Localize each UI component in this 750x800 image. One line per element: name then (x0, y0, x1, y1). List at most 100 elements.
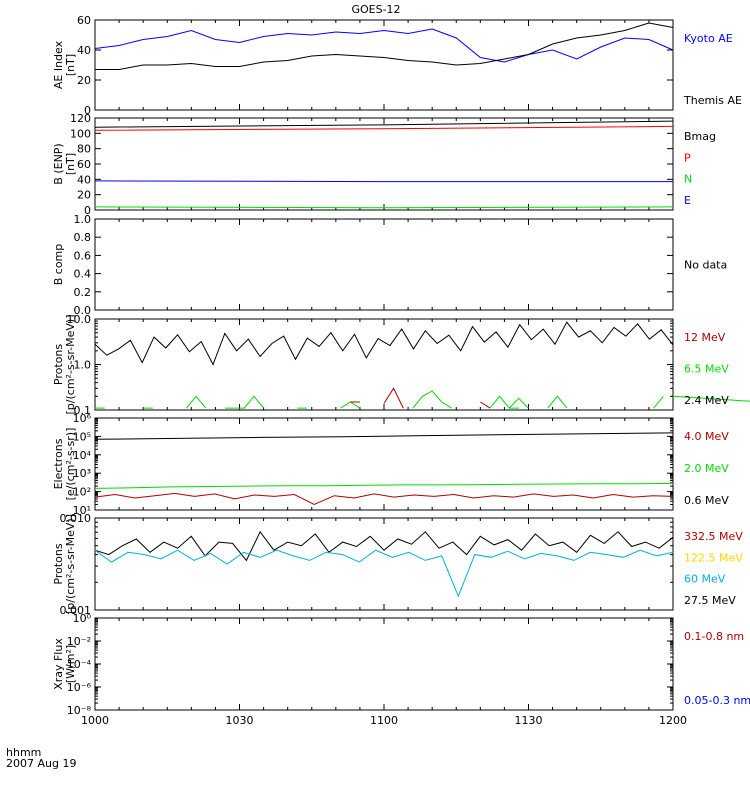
ylabel-xray: Xray Flux (52, 638, 65, 690)
ytick-label-ae: 0 (84, 104, 91, 117)
ylabel-ae: AE Index (52, 40, 65, 89)
yunit-protons_high: [p/(cm²-s-sr-MeV)] (64, 514, 77, 614)
legend-bfield-3: E (684, 194, 691, 207)
series-bfield-2 (94, 206, 674, 209)
legend-ae-0: Kyoto AE (684, 32, 733, 45)
series-protons_low-1 (653, 395, 664, 409)
ytick-label-bfield: 20 (77, 189, 91, 202)
panel-frame-ae (94, 19, 674, 111)
ytick-label-xray: 10⁻⁴ (67, 658, 92, 671)
ytick-label-protons_low: 0.1 (74, 404, 92, 417)
series-bfield-3 (94, 180, 673, 183)
ytick-label-bfield: 120 (70, 112, 91, 125)
ytick-label-bfield: 60 (77, 158, 91, 171)
ytick-label-electrons: 10⁵ (73, 430, 91, 443)
legend-electrons-2: 0.6 MeV (684, 494, 729, 507)
legend-xray-1: 0.05-0.3 nm (684, 694, 750, 707)
series-protons_low-1 (412, 390, 452, 409)
series-electrons-2 (94, 492, 674, 506)
legend-protons_low-2: 2.4 MeV (684, 394, 729, 407)
series-protons_high-1 (94, 549, 674, 598)
ytick-label-bcomp: 0.2 (74, 286, 92, 299)
series-protons_low-1 (340, 401, 361, 409)
ytick-label-bcomp: 0.0 (74, 304, 92, 317)
ytick-label-bcomp: 0.4 (74, 268, 92, 281)
series-protons_low-1 (186, 395, 207, 409)
ytick-label-bfield: 100 (70, 127, 91, 140)
legend-bfield-0: Bmag (684, 130, 716, 143)
date-label: 2007 Aug 19 (6, 757, 76, 770)
ytick-label-electrons: 10⁶ (73, 412, 92, 425)
panel-frame-protons_high (94, 517, 674, 611)
legend-bcomp-0: No data (684, 259, 727, 272)
panel-frame-electrons (94, 417, 674, 511)
panel-frame-xray (94, 617, 674, 711)
ytick-label-xray: 10⁻⁸ (67, 704, 92, 717)
ytick-label-xray: 10⁻² (67, 635, 91, 648)
ytick-label-bfield: 40 (77, 173, 91, 186)
series-protons_low-1 (225, 395, 264, 409)
series-protons_low-2 (383, 387, 404, 409)
yunit-bfield: [nT] (64, 153, 77, 175)
ytick-label-bfield: 0 (84, 204, 91, 217)
series-protons_low-2 (480, 401, 491, 409)
legend-ae-1: Themis AE (683, 94, 742, 107)
series-protons_low-0 (94, 321, 674, 366)
yunit-ae: [nT] (64, 54, 77, 76)
yunit-protons_low: [p/(cm²-s-sr-MeV)] (64, 315, 77, 415)
series-electrons-1 (94, 482, 674, 489)
ytick-label-bcomp: 0.6 (74, 249, 92, 262)
legend-xray-0: 0.1-0.8 nm (684, 630, 744, 643)
ytick-label-xray: 10⁰ (73, 612, 92, 625)
series-protons_low-1 (672, 395, 750, 402)
legend-protons_low-1: 6.5 MeV (684, 363, 729, 376)
series-bfield-0 (94, 120, 674, 128)
legend-bfield-1: P (684, 151, 691, 164)
yunit-electrons: [e/(cm²-s-sr)] (64, 428, 77, 501)
series-protons_low-1 (489, 395, 529, 409)
ylabel-protons_low: Protons (52, 344, 65, 385)
ytick-label-protons_low: 10.0 (67, 313, 92, 326)
xtick-label: 1100 (370, 714, 398, 727)
ytick-label-electrons: 10³ (73, 467, 91, 480)
ytick-label-electrons: 10⁴ (73, 449, 92, 462)
ytick-label-bfield: 80 (77, 143, 91, 156)
panel-frame-bfield (94, 117, 674, 211)
plot-title: GOES-12 (351, 3, 400, 16)
legend-protons_low-0: 12 MeV (684, 331, 726, 344)
time-unit-label: hhmm (6, 746, 41, 759)
ytick-label-bcomp: 0.8 (74, 231, 92, 244)
xtick-label: 1130 (515, 714, 543, 727)
yunit-xray: [W/m²] (64, 645, 77, 683)
xtick-label: 1030 (226, 714, 254, 727)
legend-protons_high-3: 27.5 MeV (684, 594, 736, 607)
legend-bfield-2: N (684, 173, 692, 186)
ytick-label-protons_high: 0.001 (60, 604, 92, 617)
ytick-label-ae: 60 (77, 14, 91, 27)
xtick-label: 1200 (659, 714, 687, 727)
ytick-label-ae: 20 (77, 74, 91, 87)
ytick-label-protons_high: 0.010 (60, 512, 92, 525)
ylabel-protons_high: Protons (52, 543, 65, 584)
legend-protons_high-0: 332.5 MeV (684, 530, 743, 543)
ylabel-electrons: Electrons (52, 438, 65, 489)
ytick-label-ae: 40 (77, 44, 91, 57)
ytick-label-electrons: 10¹ (73, 504, 91, 517)
ytick-label-bcomp: 1.0 (74, 213, 92, 226)
series-protons_high-0 (94, 530, 674, 562)
legend-electrons-1: 2.0 MeV (684, 462, 729, 475)
legend-protons_high-1: 122.5 MeV (684, 551, 743, 564)
xtick-label: 1000 (81, 714, 109, 727)
series-protons_low-1 (547, 395, 568, 409)
ytick-label-protons_low: 1.0 (74, 359, 92, 372)
ytick-label-electrons: 10² (73, 486, 91, 499)
legend-electrons-0: 4.0 MeV (684, 430, 729, 443)
series-ae-1 (95, 22, 674, 70)
series-ae-0 (94, 28, 674, 63)
ylabel-bfield: B (ENP) (52, 143, 65, 184)
ylabel-bcomp: B comp (52, 244, 65, 286)
series-bfield-1 (94, 125, 674, 131)
ytick-label-xray: 10⁻⁶ (67, 681, 92, 694)
series-electrons-0 (94, 432, 674, 440)
